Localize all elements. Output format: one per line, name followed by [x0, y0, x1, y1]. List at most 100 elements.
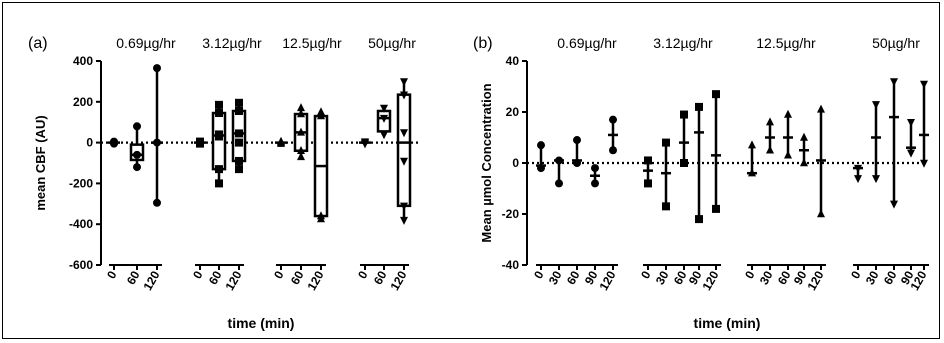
group-label-0-2: 12.5µg/hr	[282, 35, 342, 51]
error-cap-low-1-2-4	[817, 209, 825, 218]
y-tick-label-0-2: -200	[69, 176, 93, 190]
box-0-1-1	[211, 111, 227, 171]
x-tick-label-0-2-2: 120	[304, 268, 326, 293]
x-tick-label-1-2-0: 0	[742, 268, 758, 281]
x-tick-label-0-1-1: 60	[206, 268, 225, 287]
x-tick-label-1-2-4: 120	[804, 268, 826, 293]
data-point-0-2-1-3	[297, 109, 305, 118]
y-tick-label-1-1: -20	[502, 207, 520, 221]
error-cap-high-1-3-1	[872, 101, 880, 110]
error-cap-high-1-3-4	[920, 80, 928, 89]
group-label-0-0: 0.69µg/hr	[116, 35, 176, 51]
data-point-0-2-1-4	[297, 103, 305, 112]
data-point-0-2-2-2	[317, 111, 325, 120]
x-tick-label-1-3-2: 60	[881, 268, 900, 287]
x-tick-label-1-0-4: 120	[596, 268, 618, 293]
error-cap-high-1-3-3	[907, 119, 915, 127]
data-point-0-3-1-1	[380, 114, 388, 123]
data-point-0-0-2-0	[153, 198, 161, 207]
error-cap-low-1-0-2	[573, 159, 581, 167]
error-cap-high-1-0-1	[555, 156, 563, 165]
data-point-0-2-1-2	[297, 127, 305, 136]
data-point-0-1-2-5	[235, 98, 243, 107]
y-tick-label-0-0: -600	[69, 258, 93, 272]
x-tick-label-0-3-2: 120	[387, 268, 409, 293]
x-tick-label-0-0-2: 120	[140, 268, 162, 293]
x-tick-label-0-1-2: 120	[222, 268, 244, 293]
data-point-0-3-1-2	[380, 104, 388, 113]
data-point-0-3-2-1	[400, 202, 408, 211]
data-point-0-0-0-4	[110, 137, 118, 146]
error-cap-low-1-3-0	[854, 175, 862, 184]
y-tick-label-1-4: 40	[506, 54, 520, 68]
error-cap-high-1-0-3	[591, 164, 599, 173]
x-tick-label-0-3-1: 60	[371, 268, 390, 287]
error-cap-low-1-3-2	[890, 200, 898, 209]
data-point-0-1-1-4	[215, 109, 223, 118]
panel-label-0: (a)	[28, 35, 48, 52]
error-cap-high-1-1-1	[662, 138, 670, 147]
error-cap-high-1-0-4	[609, 115, 617, 124]
error-cap-high-1-1-3	[695, 102, 703, 111]
error-cap-high-1-0-2	[573, 136, 581, 145]
error-cap-low-1-1-3	[695, 215, 703, 224]
data-point-0-3-0-2	[361, 138, 369, 147]
error-cap-high-1-3-2	[890, 78, 898, 87]
error-cap-high-1-1-2	[680, 110, 688, 119]
error-cap-high-1-2-0	[748, 140, 756, 149]
error-cap-low-1-2-1	[766, 145, 774, 154]
error-cap-low-1-1-1	[662, 202, 670, 211]
y-axis-title-1: Mean µmol Concentration	[479, 83, 494, 242]
data-point-0-1-1-0	[215, 179, 223, 188]
x-tick-label-0-2-0: 0	[271, 268, 287, 281]
error-cap-high-1-2-1	[766, 117, 774, 126]
group-label-0-1: 3.12µg/hr	[202, 35, 262, 51]
data-point-0-3-2-3	[400, 129, 408, 138]
error-cap-low-1-3-1	[872, 175, 880, 184]
error-cap-low-1-2-3	[800, 158, 808, 167]
x-tick-label-1-2-1: 30	[757, 268, 776, 287]
y-tick-label-0-1: -400	[69, 217, 93, 231]
box-0-3-2	[396, 93, 412, 208]
error-cap-low-1-1-4	[712, 204, 720, 213]
x-tick-label-1-2-3: 90	[791, 268, 810, 287]
data-point-0-3-2-5	[400, 78, 408, 87]
x-tick-label-0-3-0: 0	[355, 268, 371, 281]
data-point-0-0-2-1	[153, 138, 161, 147]
y-tick-label-1-0: -40	[502, 258, 520, 272]
error-cap-high-1-2-2	[784, 109, 792, 118]
data-point-0-2-1-0	[297, 152, 305, 161]
data-point-0-1-2-2	[235, 138, 243, 147]
y-tick-label-1-2: 0	[512, 156, 519, 170]
x-tick-label-1-1-4: 120	[699, 268, 721, 293]
group-label-1-1: 3.12µg/hr	[653, 35, 713, 51]
x-tick-label-0-0-0: 0	[104, 268, 120, 281]
x-tick-label-1-3-4: 120	[907, 268, 929, 293]
x-tick-label-1-2-2: 60	[775, 268, 794, 287]
data-point-0-1-2-0	[235, 165, 243, 174]
data-point-0-0-1-1	[133, 150, 141, 159]
panel-label-1: (b)	[473, 35, 493, 52]
x-tick-label-1-1-3: 90	[686, 268, 705, 287]
error-cap-low-1-1-2	[680, 159, 688, 167]
x-tick-label-1-0-0: 0	[531, 268, 547, 281]
x-tick-label-0-0-1: 60	[124, 268, 143, 287]
error-cap-high-1-2-4	[817, 104, 825, 113]
x-tick-label-1-3-3: 90	[898, 268, 917, 287]
data-point-0-2-0-2	[277, 136, 285, 145]
data-point-0-2-1-1	[297, 145, 305, 154]
error-cap-low-1-2-0	[748, 168, 756, 177]
data-point-0-0-2-2	[153, 64, 161, 73]
x-tick-label-1-0-2: 60	[564, 268, 583, 287]
data-point-0-1-0-2	[196, 137, 204, 146]
x-tick-label-0-1-0: 0	[190, 268, 206, 281]
data-point-0-3-2-4	[400, 91, 408, 100]
figure-frame: (a) -600 -400 -200 0 200 400 mean CBF (AU) 0.69µ…	[2, 2, 940, 339]
data-point-0-0-1-2	[133, 122, 141, 131]
data-point-0-1-1-5	[215, 100, 223, 109]
error-cap-high-1-1-4	[712, 90, 720, 99]
data-point-0-3-1-0	[380, 131, 388, 140]
x-tick-label-1-3-1: 30	[863, 268, 882, 287]
error-cap-low-1-0-0	[537, 164, 545, 173]
data-point-0-1-2-4	[235, 106, 243, 115]
